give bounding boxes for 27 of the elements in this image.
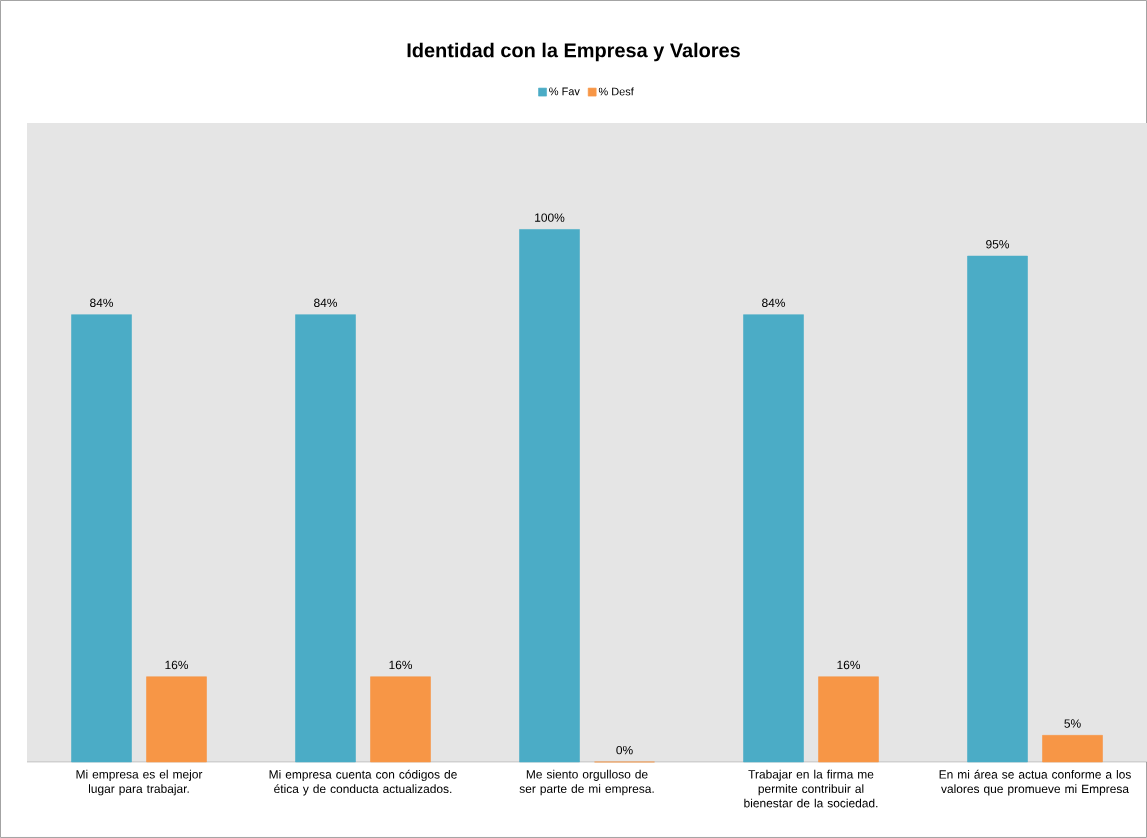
bar — [71, 314, 132, 763]
x-tick-label: En mi área se actua conforme a los valores que promueve mi Empresa — [939, 769, 1131, 796]
bar — [967, 255, 1028, 763]
bar — [519, 229, 580, 763]
data-label: 16% — [837, 660, 861, 670]
x-tick-label: Trabajar en la firma me permite contribuir al bienestar de la sociedad. — [744, 769, 878, 808]
data-label: 16% — [165, 660, 189, 670]
data-label: 84% — [314, 298, 338, 308]
data-label: 100% — [535, 213, 565, 222]
bar — [295, 314, 356, 763]
legend-label: % Fav — [549, 87, 580, 96]
bar — [818, 676, 879, 763]
bar — [1042, 735, 1103, 763]
data-label: 84% — [90, 298, 114, 308]
data-label: 5% — [1064, 719, 1081, 728]
legend-label: % Desf — [598, 87, 634, 96]
bar — [370, 676, 431, 763]
x-tick-label: Mi empresa es el mejor lugar para trabajar. — [76, 769, 203, 796]
bar — [743, 314, 804, 763]
x-tick-label: Me siento orgulloso de ser parte de mi empresa. — [519, 769, 654, 796]
data-label: 84% — [762, 298, 786, 308]
data-label: 16% — [389, 660, 413, 670]
data-label: 95% — [986, 240, 1010, 249]
data-label: 0% — [616, 745, 633, 755]
chart-title: Identidad con la Empresa y Valores — [407, 42, 740, 62]
bar — [146, 676, 207, 763]
x-tick-label: Mi empresa cuenta con códigos de ética y de conducta actualizados. — [269, 769, 457, 796]
